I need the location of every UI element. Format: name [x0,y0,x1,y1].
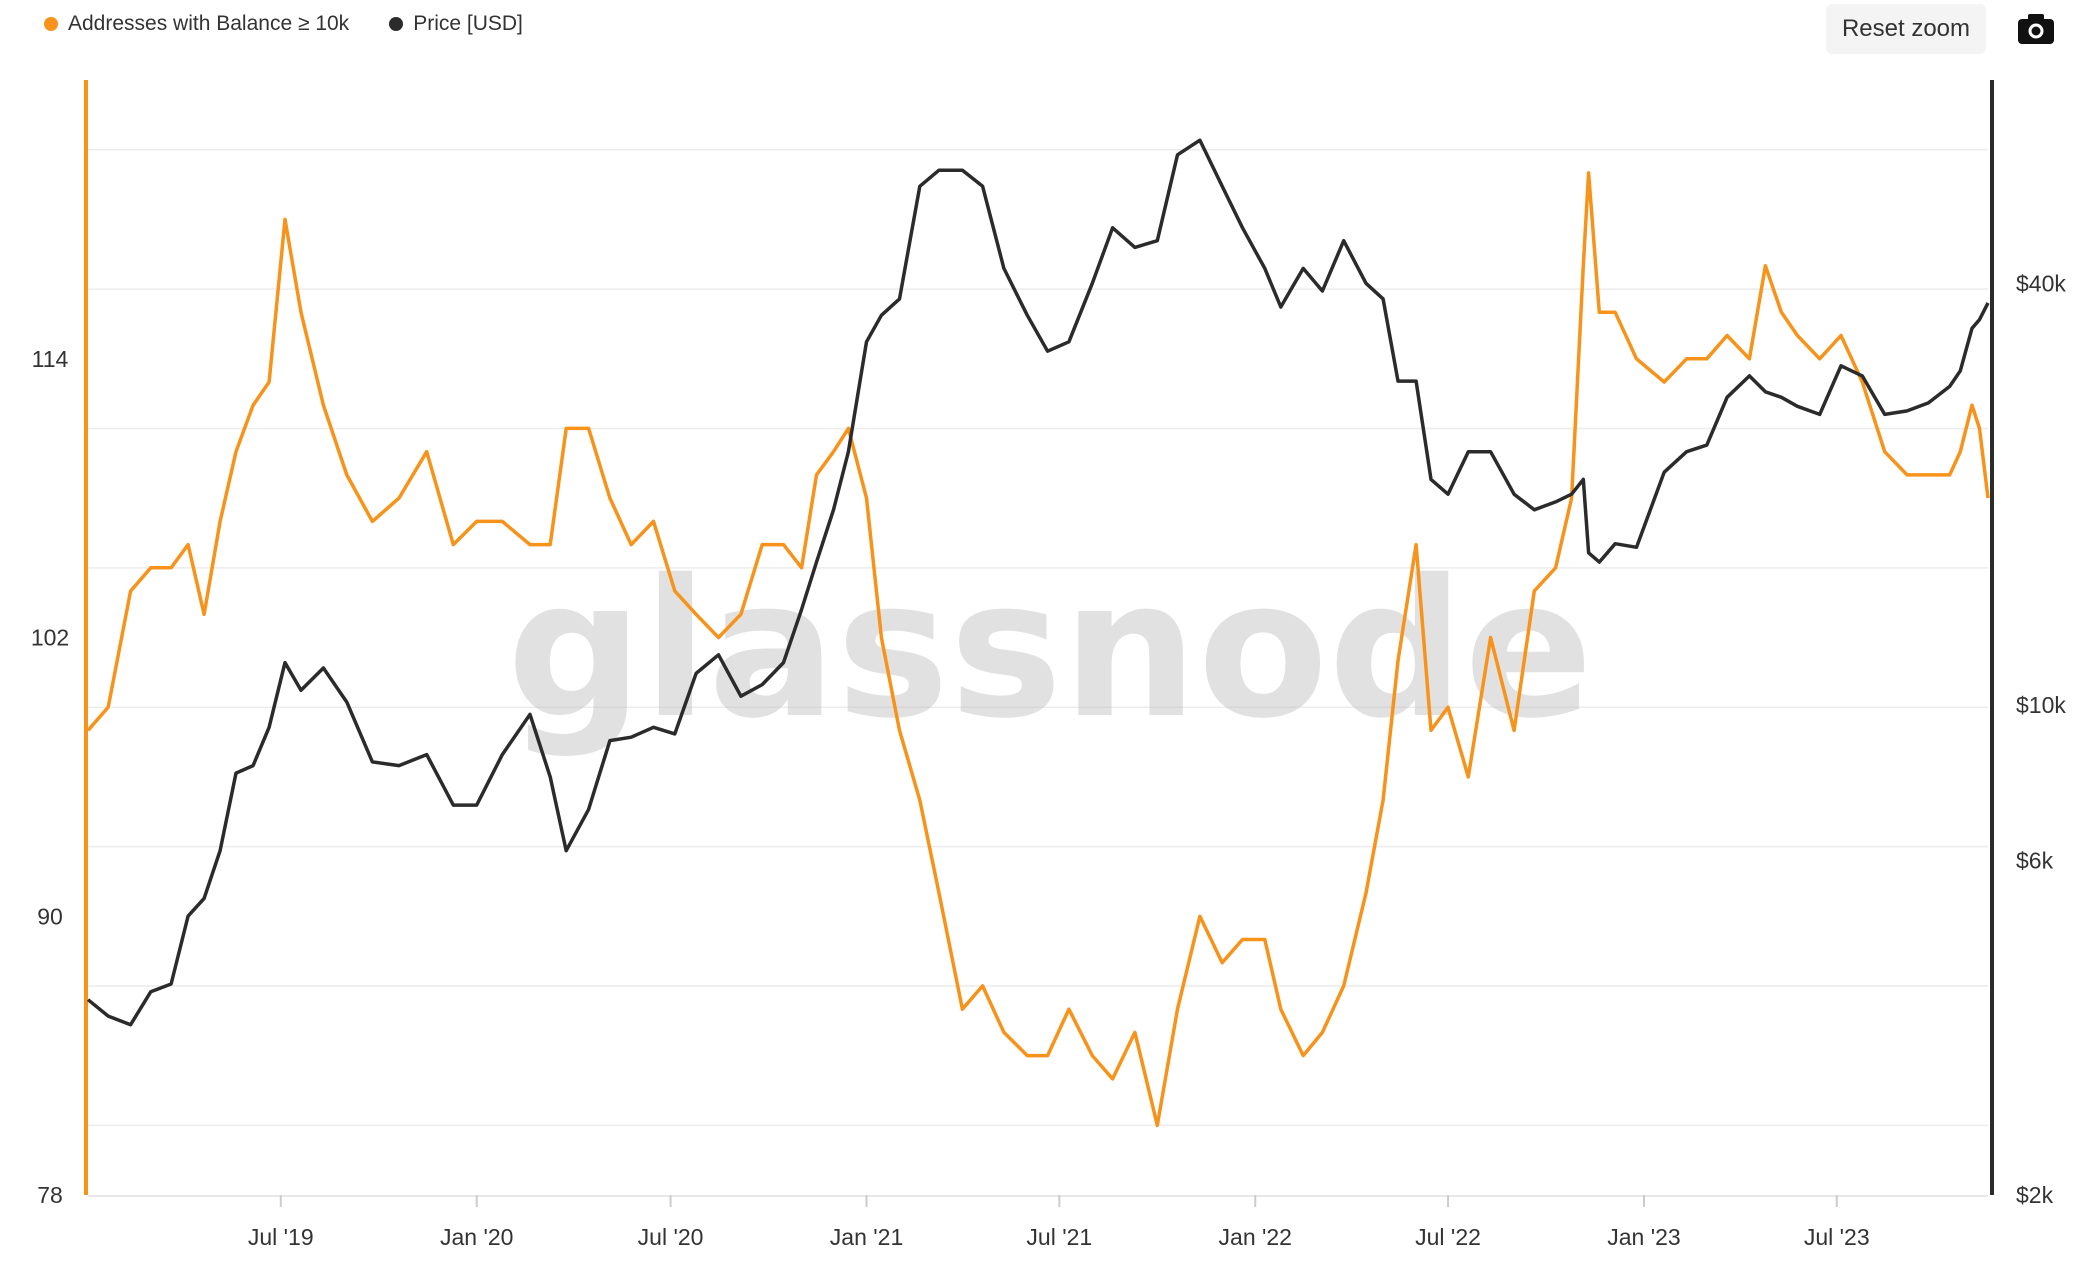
grid-lines [88,148,1988,1127]
reset-zoom-button[interactable]: Reset zoom [1826,4,1986,54]
x-tick-label: Jul '20 [638,1224,704,1250]
legend-label-price: Price [USD] [413,12,523,35]
legend-item-price[interactable]: Price [USD] [389,12,523,36]
legend-dot-price [389,17,404,31]
y-left-tick-label: 78 [37,1182,63,1208]
y-right-tick-label: $6k [2016,848,2054,874]
legend-dot-addresses [44,17,58,31]
x-tick-label: Jan '22 [1219,1224,1292,1250]
x-tick-label: Jan '23 [1607,1224,1680,1250]
series-line-addresses [86,171,1990,1128]
x-tick-label: Jul '21 [1026,1224,1092,1250]
y-left-tick-label: 90 [37,903,63,929]
x-tick-label: Jan '21 [830,1224,903,1250]
y-left-tick-label: 102 [31,625,69,651]
y-right-tick-label: $10k [2016,692,2066,718]
y-left-ticks: 78 90 102 114 [31,346,69,1208]
y-right-tick-label: $2k [2016,1182,2054,1208]
x-tick-label: Jul '19 [248,1224,314,1250]
camera-icon[interactable] [2016,12,2056,46]
x-tick-label: Jan '20 [440,1224,513,1250]
x-tick-label: Jul '23 [1804,1224,1870,1250]
series-line-price [86,138,1990,1027]
legend: Addresses with Balance ≥ 10k Price [USD] [44,12,523,36]
y-right-ticks: $2k $6k $10k $40k [2016,270,2066,1208]
x-ticks: Jul '19 Jan '20 Jul '20 Jan '21 Jul '21 Jan '… [248,1195,1870,1250]
x-tick-label: Jul '22 [1415,1224,1481,1250]
legend-label-addresses: Addresses with Balance ≥ 10k [68,12,350,35]
legend-item-addresses[interactable]: Addresses with Balance ≥ 10k [44,12,349,36]
y-right-tick-label: $40k [2016,270,2066,296]
y-left-tick-label: 114 [32,346,69,372]
